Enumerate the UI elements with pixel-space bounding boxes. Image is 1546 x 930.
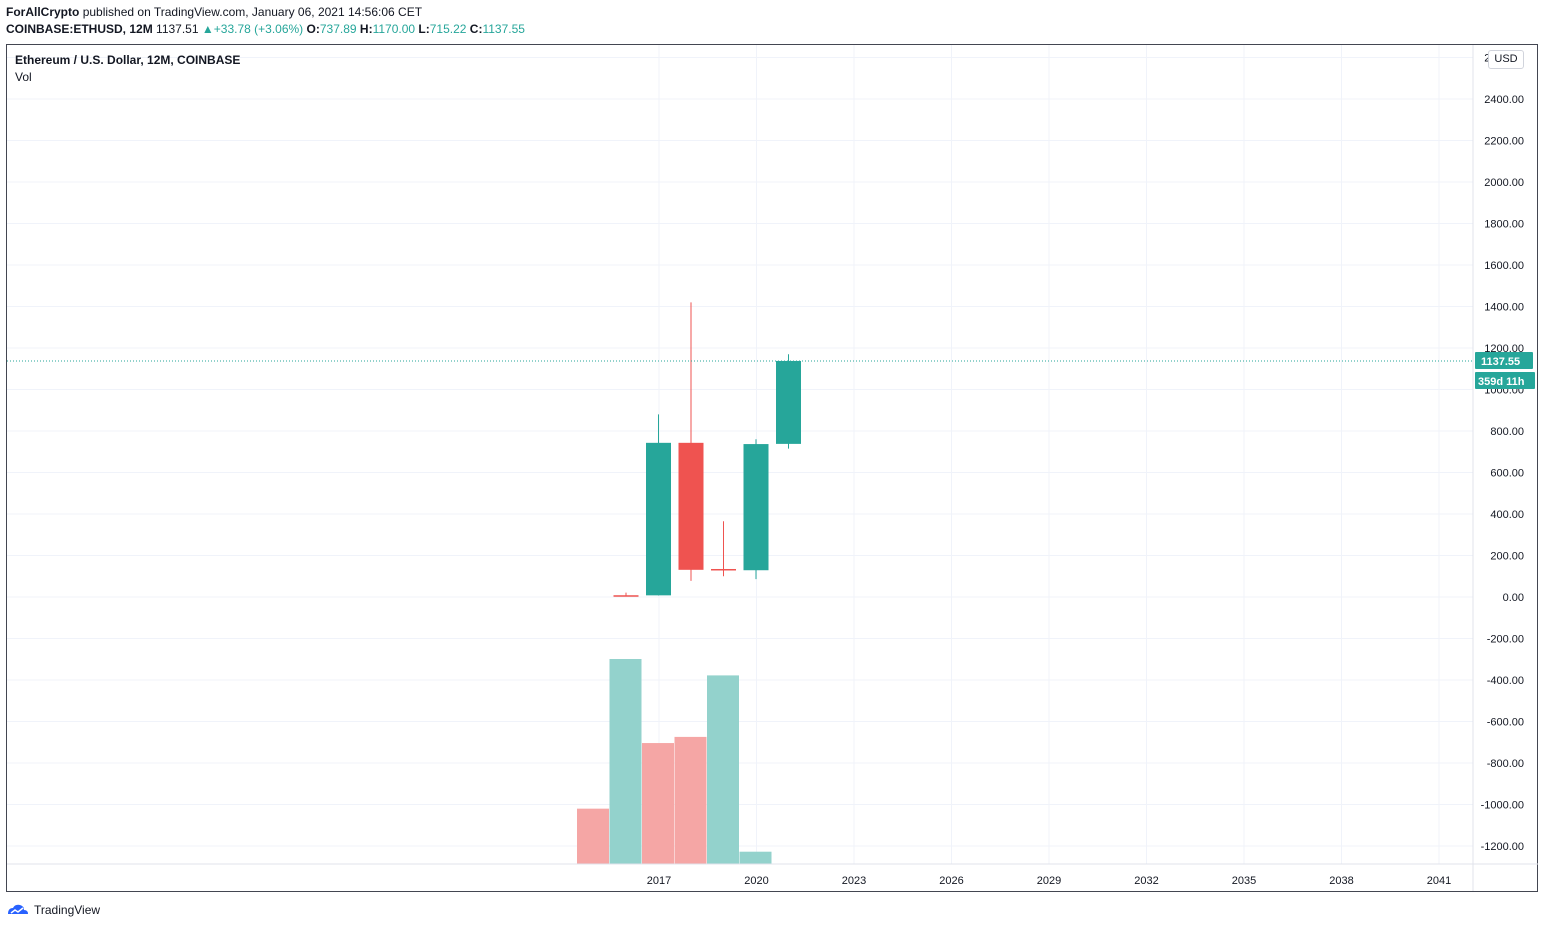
price-tick-label: 1600.00 [1484,260,1524,272]
last-price-tag: 1137.55 [1475,351,1533,369]
brand-name: TradingView [34,903,101,917]
time-tick-label: 2035 [1232,875,1256,887]
time-tick-label: 2023 [842,875,866,887]
published-text: published on TradingView.com, January 06… [82,5,423,19]
chart-legend: Ethereum / U.S. Dollar, 12M, COINBASE Vo… [15,53,240,87]
candle-body [613,595,639,597]
close-label: C: [469,22,483,36]
high-value: 1170.00 [372,22,416,36]
grid [7,45,1473,864]
series-title[interactable]: Ethereum / U.S. Dollar, 12M, COINBASE [15,53,241,67]
volume-bar [609,659,642,864]
volume-bar [674,736,707,864]
price-tick-label: 2000.00 [1484,177,1524,189]
price-tick-label: -200.00 [1487,634,1524,646]
price-tick-label: 0.00 [1503,592,1524,604]
candle-body [646,442,671,596]
volume-bar [642,743,674,864]
price-tick-label: 600.00 [1490,468,1524,480]
low-label: L: [418,22,430,36]
ohlc-line: COINBASE:ETHUSD, 12M 1137.51 ▲+33.78 (+3… [6,22,525,36]
countdown-tag: 359d 11h [1475,371,1535,389]
change-arrow-icon: ▲ [201,22,214,36]
price-tick-label: 1400.00 [1484,302,1524,314]
price-tick-label: 2200.00 [1484,136,1524,148]
close-value: 1137.55 [482,22,525,36]
time-tick-label: 2041 [1427,875,1451,887]
time-tick-label: 2026 [939,875,963,887]
high-label: H: [359,22,373,36]
price-tick-label: -1000.00 [1481,800,1524,812]
price-tick-label: 2400.00 [1484,94,1524,106]
price-axis[interactable]: 2600.002400.002200.002000.001800.001600.… [1481,53,1524,854]
last-price-tag-text: 1137.55 [1481,356,1520,368]
time-tick-label: 2017 [647,875,671,887]
price-tick-label: -1200.00 [1481,841,1524,853]
last-value: 1137.51 [156,22,199,36]
volume-bar [577,808,609,864]
author-name[interactable]: ForAllCrypto [6,5,80,19]
candlesticks [613,302,801,597]
price-tick-label: -600.00 [1487,717,1524,729]
low-value: 715.22 [429,22,467,36]
countdown-tag-text: 359d 11h [1478,376,1525,388]
candle-body [711,568,736,571]
time-tick-label: 2038 [1329,875,1353,887]
price-tick-label: 1800.00 [1484,219,1524,231]
symbol-label: COINBASE:ETHUSD, 12M [6,22,153,36]
candle-body [678,442,704,570]
tradingview-logo-icon [8,904,28,914]
chart-frame [6,44,1538,892]
volume-bars [577,659,772,864]
open-value: 737.89 [319,22,357,36]
time-tick-label: 2029 [1037,875,1061,887]
candle-body [776,360,801,444]
time-tick-label: 2020 [744,875,768,887]
change-value: +33.78 (+3.06%) [213,22,304,36]
price-tick-label: -400.00 [1487,675,1524,687]
price-tick-label: 200.00 [1490,551,1524,563]
volume-bar [707,675,739,864]
price-tick-label: 800.00 [1490,426,1524,438]
price-tick-label: 400.00 [1490,509,1524,521]
time-axis[interactable]: 2017 2020 2023 2026 2029 2032 2035 2038 2041 [647,875,1451,887]
time-tick-label: 2032 [1134,875,1158,887]
candle-body [743,444,769,571]
price-tick-label: -800.00 [1487,758,1524,770]
currency-unit-button[interactable]: USD [1488,50,1524,69]
volume-bar [739,851,772,864]
indicator-label[interactable]: Vol [15,70,32,84]
publish-info: ForAllCrypto published on TradingView.co… [6,5,422,19]
footer-brand[interactable]: TradingView [6,903,100,917]
open-label: O: [306,22,320,36]
